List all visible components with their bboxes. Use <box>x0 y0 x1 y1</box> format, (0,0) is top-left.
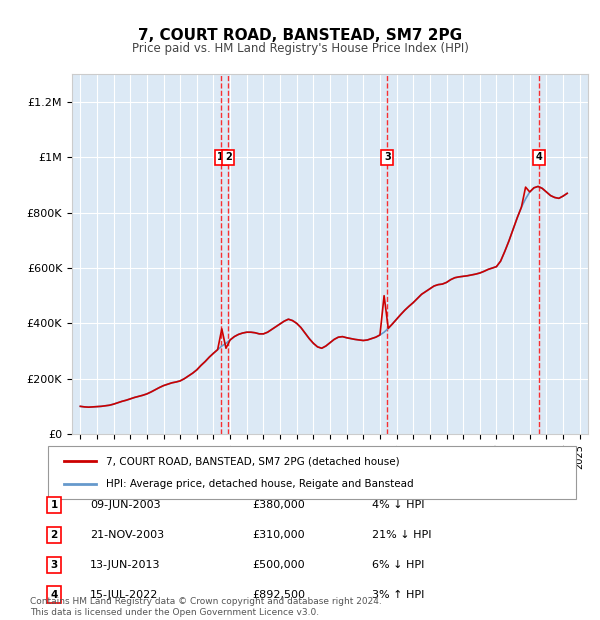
Text: 4% ↓ HPI: 4% ↓ HPI <box>372 500 425 510</box>
Text: 7, COURT ROAD, BANSTEAD, SM7 2PG (detached house): 7, COURT ROAD, BANSTEAD, SM7 2PG (detach… <box>106 456 400 466</box>
Text: 1: 1 <box>217 153 224 162</box>
Text: Price paid vs. HM Land Registry's House Price Index (HPI): Price paid vs. HM Land Registry's House … <box>131 42 469 55</box>
Text: 2: 2 <box>50 530 58 540</box>
Text: 4: 4 <box>535 153 542 162</box>
Text: 21% ↓ HPI: 21% ↓ HPI <box>372 530 431 540</box>
Text: £500,000: £500,000 <box>252 560 305 570</box>
Text: 3: 3 <box>384 153 391 162</box>
Text: £310,000: £310,000 <box>252 530 305 540</box>
Text: 15-JUL-2022: 15-JUL-2022 <box>90 590 158 600</box>
Text: £380,000: £380,000 <box>252 500 305 510</box>
Text: 21-NOV-2003: 21-NOV-2003 <box>90 530 164 540</box>
Text: 09-JUN-2003: 09-JUN-2003 <box>90 500 161 510</box>
Text: 3% ↑ HPI: 3% ↑ HPI <box>372 590 424 600</box>
Text: 7, COURT ROAD, BANSTEAD, SM7 2PG: 7, COURT ROAD, BANSTEAD, SM7 2PG <box>138 28 462 43</box>
FancyBboxPatch shape <box>48 446 576 499</box>
Text: HPI: Average price, detached house, Reigate and Banstead: HPI: Average price, detached house, Reig… <box>106 479 414 489</box>
Text: 3: 3 <box>50 560 58 570</box>
Text: 4: 4 <box>50 590 58 600</box>
Text: 2: 2 <box>225 153 232 162</box>
Text: 6% ↓ HPI: 6% ↓ HPI <box>372 560 424 570</box>
Text: 13-JUN-2013: 13-JUN-2013 <box>90 560 161 570</box>
Text: Contains HM Land Registry data © Crown copyright and database right 2024.
This d: Contains HM Land Registry data © Crown c… <box>30 598 382 617</box>
Text: £892,500: £892,500 <box>252 590 305 600</box>
Text: 1: 1 <box>50 500 58 510</box>
